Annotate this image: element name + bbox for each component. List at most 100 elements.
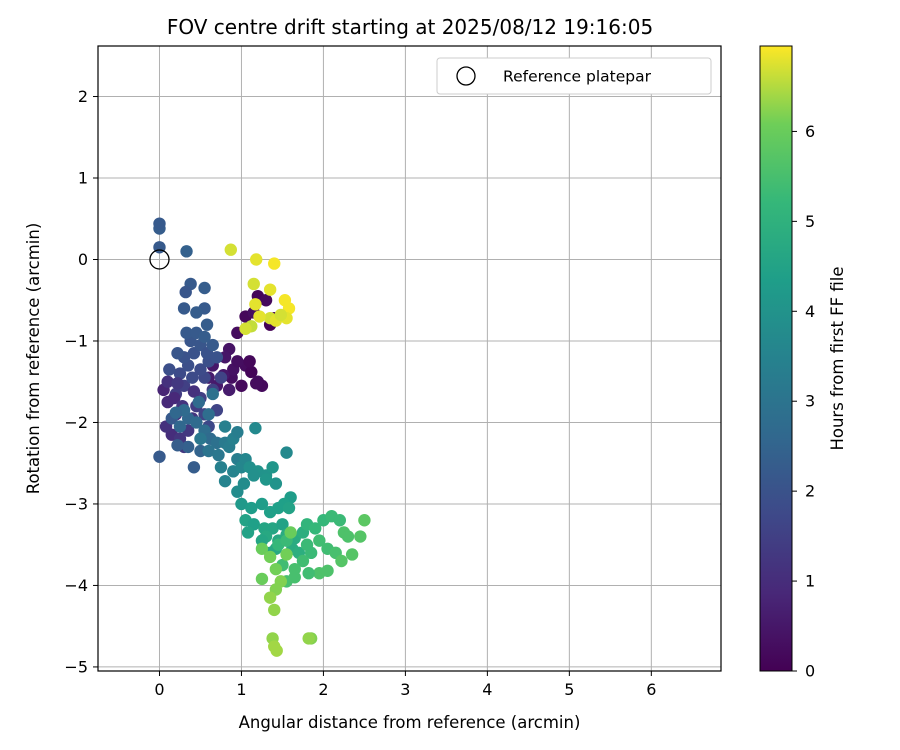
data-point [280,548,293,561]
data-point [284,526,297,539]
data-point [255,497,269,511]
y-tick-label: −3 [64,494,88,513]
data-point [245,501,258,515]
data-point [309,522,322,535]
data-point [345,548,359,561]
data-point [198,281,211,295]
data-point [171,439,184,452]
data-point [181,440,195,454]
data-point [190,416,203,429]
data-point [161,375,174,388]
data-point [235,497,248,511]
data-point [180,245,193,258]
colorbar-tick-label: 1 [805,572,815,591]
data-point [222,383,236,397]
data-points [153,217,371,657]
data-point [354,530,367,543]
x-tick-label: 5 [564,680,574,699]
data-point [263,591,277,604]
reference-marker-layer [149,249,170,270]
data-point [190,306,203,319]
colorbar-tick-label: 3 [805,392,815,411]
data-point [224,243,237,256]
data-point [255,542,269,555]
data-point [247,469,260,482]
data-point [249,421,262,435]
data-point [198,330,211,344]
data-point [163,363,176,376]
data-point [187,461,201,474]
data-point [210,351,224,364]
x-tick-label: 3 [400,680,410,699]
data-point [269,477,283,490]
x-tick-label: 2 [318,680,328,699]
data-point [302,567,315,580]
y-tick-label: −2 [64,413,88,432]
data-point [313,534,326,547]
y-tick-label: −4 [64,576,88,595]
colorbar-label: Hours from first FF file [828,266,847,450]
x-tick-label: 4 [482,680,492,699]
data-point [250,253,263,266]
data-point [180,326,193,340]
reference-point [149,249,170,270]
colorbar-ticks: 0 1 2 3 4 5 6 [792,122,815,681]
data-point [296,554,310,568]
legend-entry: Reference platepar [503,68,652,86]
data-point [247,277,260,291]
data-point [250,377,263,390]
y-tick-label: 1 [78,169,88,188]
data-point [214,461,228,474]
data-point [235,379,248,392]
x-tick-label: 0 [154,680,164,699]
data-point [194,363,207,376]
data-point [263,283,277,296]
data-point [171,377,184,390]
data-point [212,448,225,462]
data-point [218,420,232,433]
data-point [268,603,281,617]
data-point [282,501,296,515]
x-tick-label: 1 [236,680,246,699]
data-point [259,473,273,486]
data-point [231,355,244,368]
data-point [253,310,266,323]
data-point [169,406,183,419]
data-point [231,426,244,439]
plot-frame [97,45,722,672]
data-point [231,485,244,498]
y-tick-label: −5 [64,657,88,676]
colorbar-tick-label: 4 [805,302,815,321]
colorbar-tick-label: 2 [805,482,815,501]
y-tick-label: 0 [78,250,88,269]
legend: Reference platepar [436,57,712,95]
data-point [263,550,277,564]
data-point [192,395,206,409]
data-point [153,450,166,463]
data-point [300,538,314,551]
data-point [288,571,301,584]
legend-marker-icon [456,66,476,86]
data-point [171,347,184,360]
legend-box [436,57,712,95]
data-point [194,432,207,445]
data-point [269,562,283,576]
colorbar-tick-label: 6 [805,122,815,141]
colorbar-gradient [759,45,793,672]
colorbar-tick-label: 0 [805,662,815,681]
x-axis-label: Angular distance from reference (arcmin) [239,713,581,732]
data-point [259,294,273,307]
data-point [266,461,279,474]
data-point [335,554,348,568]
x-tick-label: 6 [646,680,656,699]
data-point [276,518,289,531]
data-point [249,298,262,311]
data-point [333,514,347,527]
data-point [202,444,215,458]
axis-ticks: 0 1 2 3 4 5 6 −5 −4 −3 −2 −1 0 1 2 [64,87,656,699]
y-tick-label: −1 [64,331,88,350]
data-point [179,285,192,299]
data-point [239,322,252,335]
data-point [270,644,283,657]
